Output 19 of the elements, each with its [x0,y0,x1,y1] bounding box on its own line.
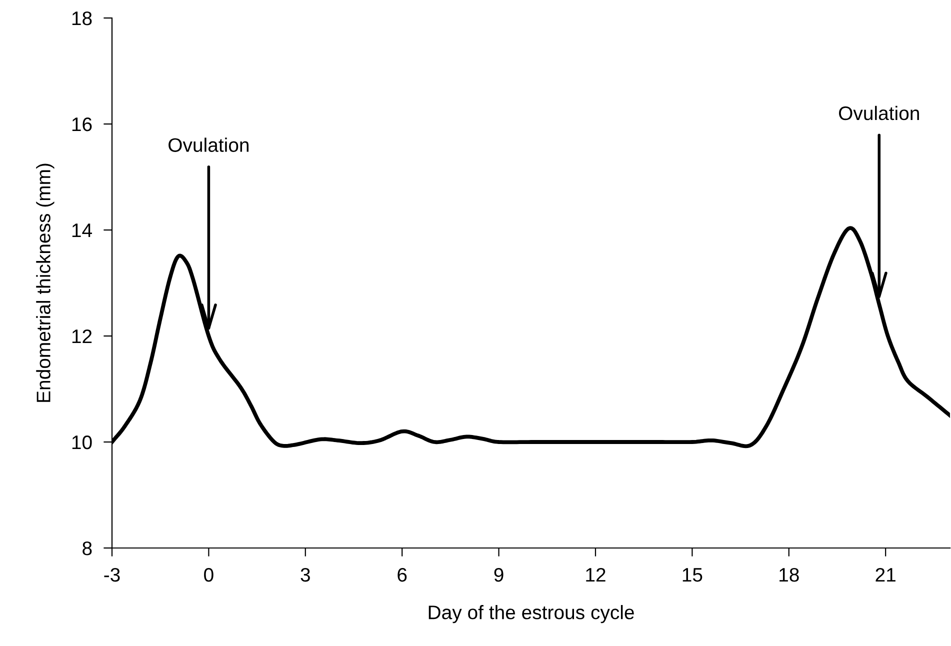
annotation: Ovulation [838,106,919,120]
x-tick-label: 12 [586,568,606,582]
x-tick-label: 15 [682,568,702,582]
y-tick-label: 12 [72,329,92,344]
y-tick-label: 18 [72,11,92,26]
x-tick-label: 9 [494,568,504,582]
x-tick-label: 21 [876,568,896,582]
x-tick-label: -3 [104,568,120,582]
x-axis-title: Day of the estrous cycle [428,605,634,624]
y-tick-label: 10 [72,435,92,450]
y-tick-label: 14 [72,224,92,238]
x-tick-label: 0 [204,568,214,582]
y-tick-label: 16 [72,117,92,132]
annotation: Ovulation [168,138,249,152]
x-tick-label: 3 [300,568,310,582]
y-axis-title: Endometrial thickness (mm) [36,164,54,402]
y-tick-label: 8 [82,541,92,556]
x-tick-label: 18 [780,568,799,582]
x-tick-label: 6 [398,568,407,582]
